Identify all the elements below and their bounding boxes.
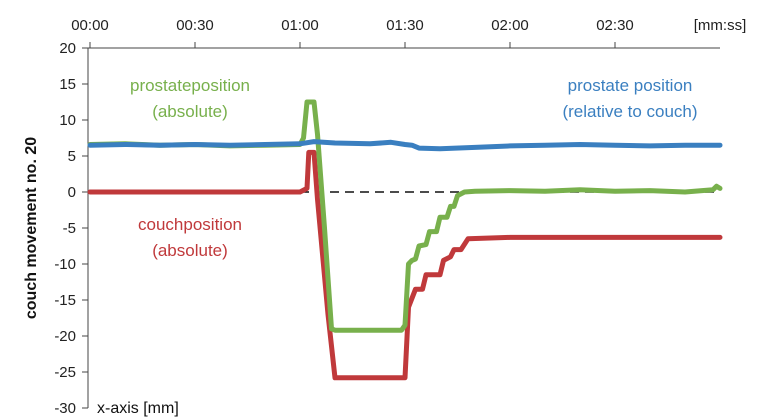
x-unit-label: [mm:ss] — [694, 17, 747, 34]
x-tick-label: 02:00 — [491, 17, 529, 34]
y-tick-label: -30 — [54, 400, 76, 417]
x-tick-label: 01:30 — [386, 17, 424, 34]
series-line-couch — [87, 149, 723, 381]
series-layer — [87, 99, 723, 381]
y-tick-label: 5 — [68, 148, 76, 165]
annotation-couch-line1: couchposition — [138, 215, 242, 234]
y-tick-label: -25 — [54, 364, 76, 381]
y-ticks: 20 15 10 5 0 -5 -10 -15 -20 -25 -30 — [54, 40, 88, 417]
x-tick-label: 02:30 — [596, 17, 634, 34]
y-tick-label: -5 — [63, 220, 76, 237]
x-tick-label: 00:00 — [71, 17, 109, 34]
series-line-prostate-rel — [87, 139, 723, 152]
annotation-prostate-rel-line1: prostate position — [568, 76, 693, 95]
x-ticks: 00:00 00:30 01:00 01:30 02:00 02:30 — [71, 17, 634, 48]
annotation-prostate-abs-line1: prostateposition — [130, 76, 250, 95]
x-tick-label: 00:30 — [176, 17, 214, 34]
y-tick-label: 0 — [68, 184, 76, 201]
y-axis-title: couch movement no. 20 — [23, 137, 40, 319]
annotation-prostate-abs-line2: (absolute) — [152, 102, 228, 121]
annotation-couch-line2: (absolute) — [152, 241, 228, 260]
y-tick-label: 20 — [59, 40, 76, 57]
annotation-prostate-rel-line2: (relative to couch) — [562, 102, 697, 121]
y-tick-label: 10 — [59, 112, 76, 129]
x-axis-title: x-axis [mm] — [97, 400, 179, 417]
y-tick-label: -15 — [54, 292, 76, 309]
y-tick-label: 15 — [59, 76, 76, 93]
x-tick-label: 01:00 — [281, 17, 319, 34]
y-tick-label: -10 — [54, 256, 76, 273]
y-tick-label: -20 — [54, 328, 76, 345]
